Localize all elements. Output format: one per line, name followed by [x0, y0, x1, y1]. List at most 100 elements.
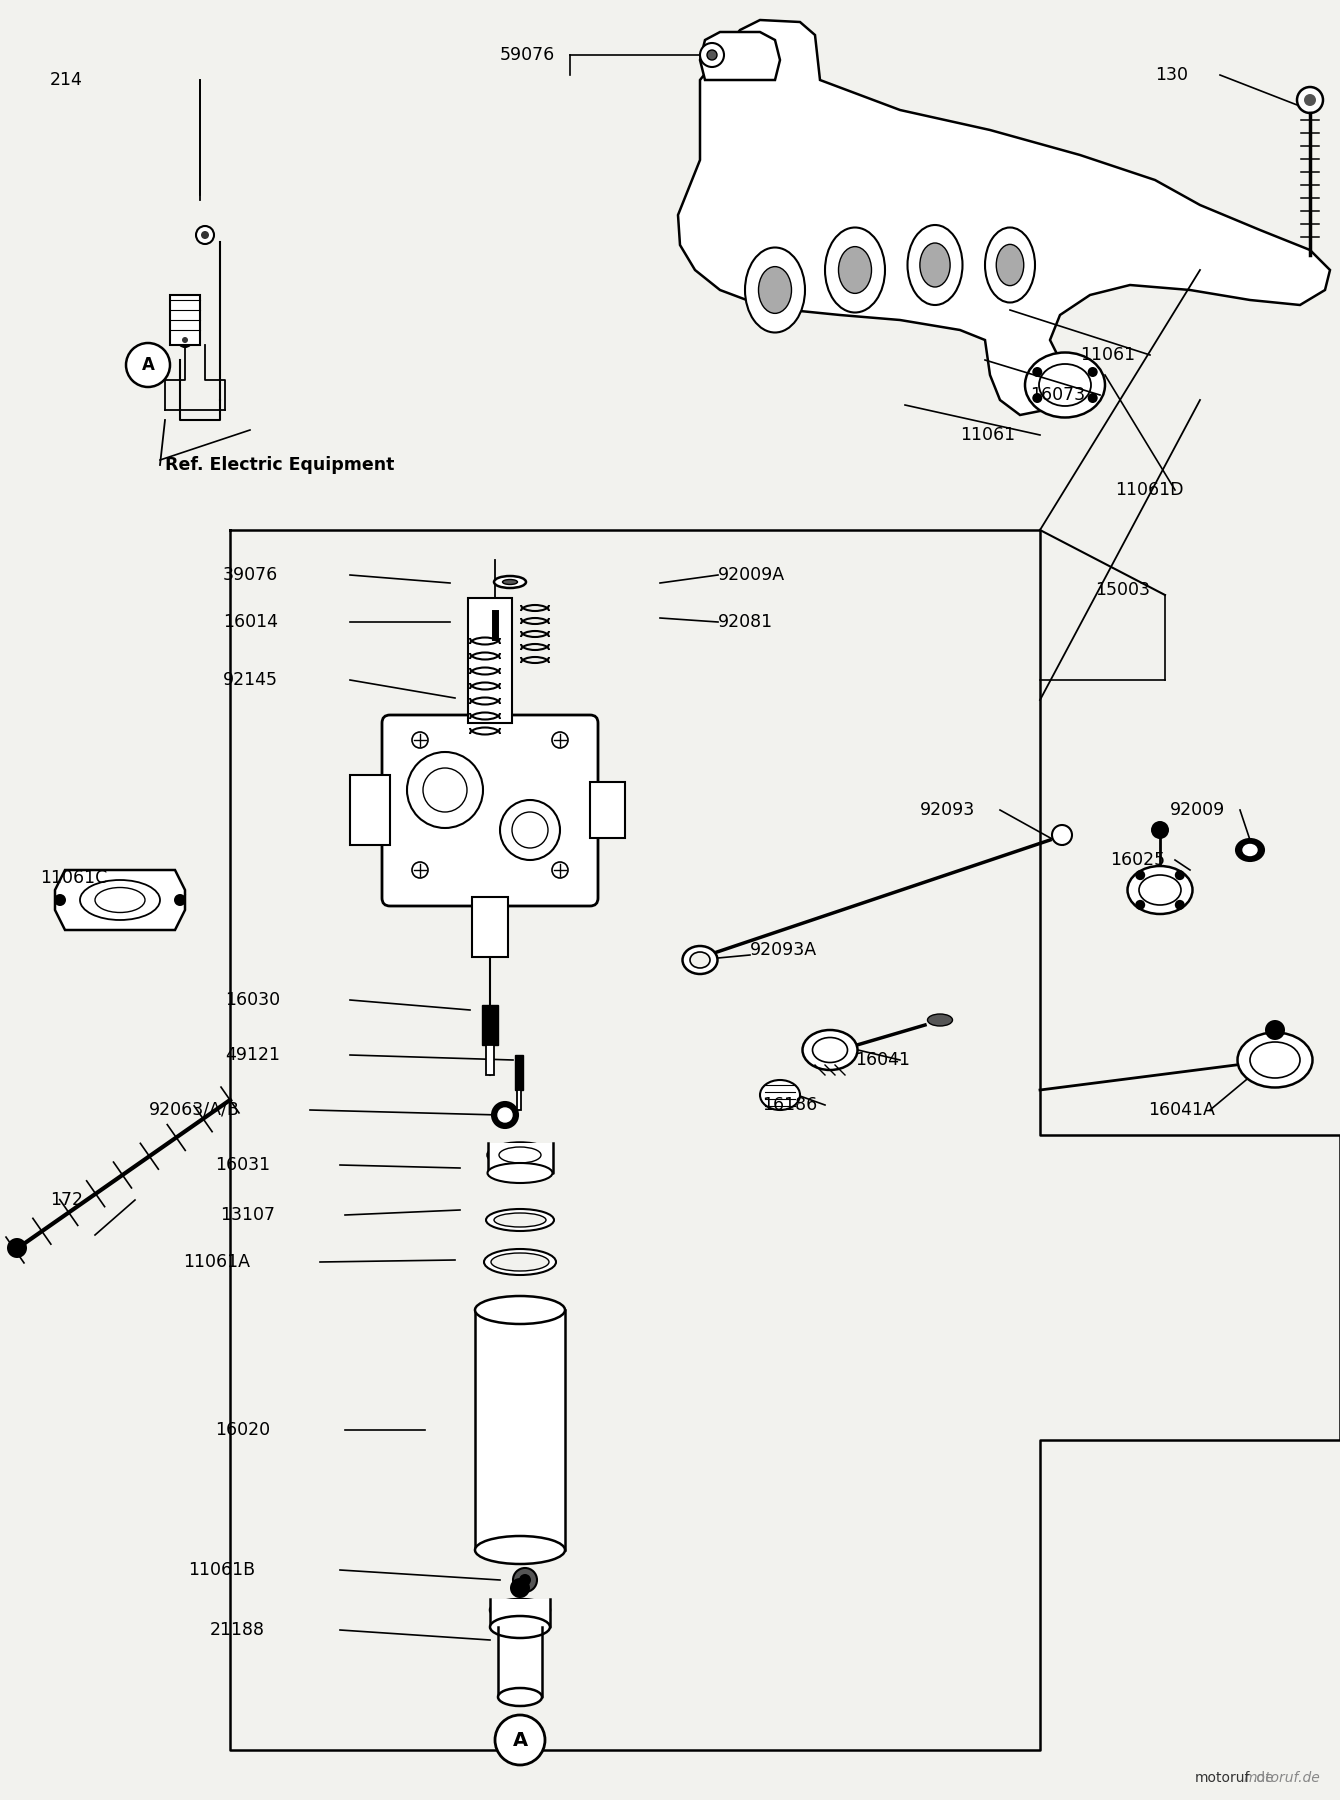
- Text: 92009: 92009: [1170, 801, 1225, 819]
- Ellipse shape: [985, 227, 1034, 302]
- Text: 13107: 13107: [220, 1206, 275, 1224]
- Text: 49121: 49121: [225, 1046, 280, 1064]
- Ellipse shape: [919, 243, 950, 286]
- Text: 92081: 92081: [718, 614, 773, 632]
- Ellipse shape: [474, 1296, 565, 1325]
- Circle shape: [201, 230, 209, 239]
- Circle shape: [1032, 367, 1043, 376]
- Circle shape: [498, 1109, 512, 1121]
- Text: .de: .de: [1253, 1771, 1274, 1786]
- Circle shape: [411, 862, 427, 878]
- Polygon shape: [55, 869, 185, 931]
- Polygon shape: [678, 20, 1331, 416]
- Text: A: A: [512, 1730, 528, 1750]
- Circle shape: [7, 1238, 27, 1258]
- Ellipse shape: [502, 580, 517, 585]
- Circle shape: [174, 895, 186, 905]
- Circle shape: [54, 895, 66, 905]
- Text: 16186: 16186: [762, 1096, 817, 1114]
- Bar: [350, 776, 390, 844]
- Bar: [472, 896, 508, 958]
- Ellipse shape: [825, 227, 884, 313]
- Text: 92145: 92145: [222, 671, 277, 689]
- Text: 59076: 59076: [500, 47, 555, 65]
- Circle shape: [1304, 94, 1316, 106]
- Ellipse shape: [474, 1535, 565, 1564]
- Text: 16031: 16031: [214, 1156, 269, 1174]
- Text: 11061A: 11061A: [184, 1253, 251, 1271]
- Circle shape: [126, 344, 170, 387]
- Ellipse shape: [760, 1080, 800, 1111]
- Ellipse shape: [803, 1030, 858, 1069]
- Text: 11061: 11061: [959, 427, 1016, 445]
- Ellipse shape: [490, 1253, 549, 1271]
- Circle shape: [1265, 1021, 1285, 1040]
- Text: 21188: 21188: [210, 1622, 265, 1640]
- Ellipse shape: [996, 245, 1024, 286]
- Text: 92063/A/B: 92063/A/B: [149, 1102, 240, 1120]
- Ellipse shape: [1235, 839, 1264, 860]
- Text: A: A: [142, 356, 154, 374]
- Ellipse shape: [486, 1210, 553, 1231]
- Text: 172: 172: [50, 1192, 83, 1210]
- Ellipse shape: [490, 1616, 549, 1638]
- Circle shape: [513, 1568, 537, 1591]
- Bar: [517, 1091, 521, 1111]
- Bar: [474, 1310, 565, 1550]
- Text: 11061C: 11061C: [40, 869, 107, 887]
- Text: 130: 130: [1155, 67, 1189, 85]
- Text: 16041: 16041: [855, 1051, 910, 1069]
- Text: Ref. Electric Equipment: Ref. Electric Equipment: [165, 455, 394, 473]
- Text: 92093A: 92093A: [750, 941, 817, 959]
- Text: 16041A: 16041A: [1148, 1102, 1215, 1120]
- Bar: [482, 1004, 498, 1046]
- Circle shape: [1088, 367, 1097, 376]
- Circle shape: [1175, 869, 1185, 880]
- Text: 11061: 11061: [1080, 346, 1135, 364]
- Ellipse shape: [490, 1598, 549, 1622]
- Circle shape: [1052, 824, 1072, 844]
- Bar: [486, 1046, 494, 1075]
- Circle shape: [552, 733, 568, 749]
- Circle shape: [182, 337, 188, 344]
- Ellipse shape: [682, 947, 717, 974]
- Circle shape: [699, 43, 724, 67]
- Text: 92009A: 92009A: [718, 565, 785, 583]
- Circle shape: [1175, 900, 1185, 909]
- Circle shape: [1297, 86, 1323, 113]
- Circle shape: [511, 1579, 531, 1598]
- Text: 92093: 92093: [921, 801, 976, 819]
- Ellipse shape: [1244, 844, 1257, 855]
- Text: motoruf.de: motoruf.de: [1244, 1771, 1320, 1786]
- Text: 15003: 15003: [1095, 581, 1150, 599]
- Circle shape: [708, 50, 717, 59]
- Ellipse shape: [690, 952, 710, 968]
- Text: 16073: 16073: [1030, 385, 1085, 403]
- Circle shape: [1135, 900, 1146, 909]
- Ellipse shape: [907, 225, 962, 304]
- Bar: [170, 295, 200, 346]
- Bar: [498, 1627, 541, 1697]
- Text: 214: 214: [50, 70, 83, 88]
- Ellipse shape: [1238, 1033, 1312, 1087]
- Ellipse shape: [839, 247, 871, 293]
- FancyBboxPatch shape: [382, 715, 598, 905]
- Circle shape: [1032, 392, 1043, 403]
- Ellipse shape: [927, 1013, 953, 1026]
- Text: 16025: 16025: [1110, 851, 1164, 869]
- Circle shape: [411, 733, 427, 749]
- Text: 16030: 16030: [225, 992, 280, 1010]
- Circle shape: [196, 227, 214, 245]
- Ellipse shape: [494, 1213, 545, 1228]
- Polygon shape: [699, 32, 780, 79]
- Bar: [468, 598, 512, 724]
- Circle shape: [1088, 392, 1097, 403]
- Text: 16020: 16020: [214, 1420, 269, 1438]
- Text: 39076: 39076: [222, 565, 277, 583]
- Bar: [488, 1143, 553, 1174]
- Bar: [515, 1055, 523, 1091]
- Ellipse shape: [1025, 353, 1105, 418]
- Ellipse shape: [1127, 866, 1193, 914]
- Circle shape: [519, 1573, 531, 1586]
- Ellipse shape: [488, 1143, 552, 1168]
